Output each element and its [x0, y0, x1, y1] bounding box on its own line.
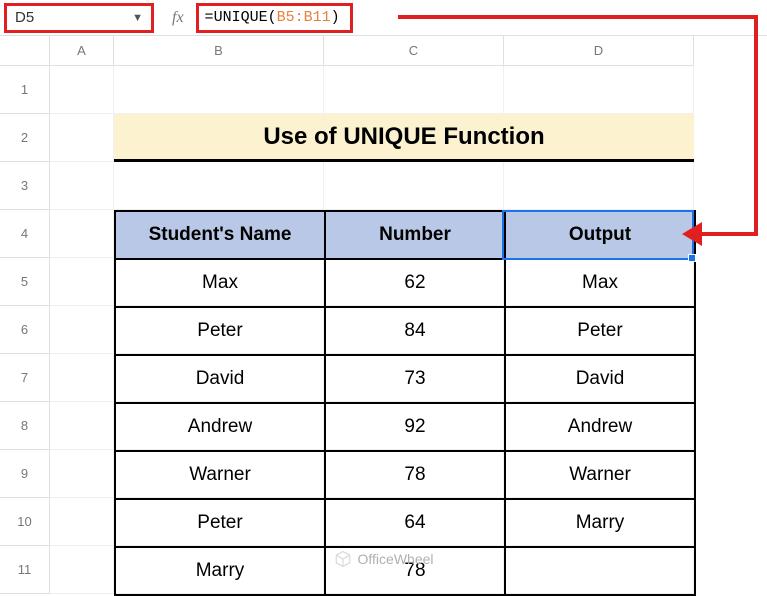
cell-name[interactable]: Marry: [115, 547, 325, 595]
cell-output[interactable]: David: [505, 355, 695, 403]
cell-output[interactable]: Marry: [505, 499, 695, 547]
cell-number[interactable]: 84: [325, 307, 505, 355]
cell-output[interactable]: Andrew: [505, 403, 695, 451]
table-row: Peter 84 Peter: [115, 307, 695, 355]
row-header-5[interactable]: 5: [0, 258, 50, 306]
table-row: Peter 64 Marry: [115, 499, 695, 547]
row-header-9[interactable]: 9: [0, 450, 50, 498]
cell-grid-background[interactable]: Use of UNIQUE Function Student's Name Nu…: [50, 66, 767, 594]
column-headers: A B C D: [50, 36, 767, 66]
col-header-d[interactable]: D: [504, 36, 694, 66]
page-title: Use of UNIQUE Function: [114, 114, 694, 162]
col-header-c[interactable]: C: [324, 36, 504, 66]
cell-name[interactable]: Max: [115, 259, 325, 307]
cell-name[interactable]: Andrew: [115, 403, 325, 451]
table-row: David 73 David: [115, 355, 695, 403]
cell-output[interactable]: Max: [505, 259, 695, 307]
cell-output[interactable]: Warner: [505, 451, 695, 499]
logo-icon: [334, 550, 352, 568]
watermark: OfficeWheel: [334, 550, 434, 568]
header-output[interactable]: Output: [505, 211, 695, 259]
table-header-row: Student's Name Number Output: [115, 211, 695, 259]
annotation-line: [398, 15, 758, 19]
content-area: Use of UNIQUE Function Student's Name Nu…: [114, 114, 696, 596]
cell-output[interactable]: Peter: [505, 307, 695, 355]
formula-close-paren: ): [331, 9, 340, 26]
annotation-line: [754, 15, 758, 235]
cell-name[interactable]: Peter: [115, 499, 325, 547]
name-box[interactable]: D5 ▼: [4, 3, 154, 33]
cell-name[interactable]: Warner: [115, 451, 325, 499]
table-row: Warner 78 Warner: [115, 451, 695, 499]
formula-fn: UNIQUE: [214, 9, 268, 26]
header-number[interactable]: Number: [325, 211, 505, 259]
cell-reference: D5: [15, 9, 34, 26]
row-header-4[interactable]: 4: [0, 210, 50, 258]
spreadsheet: 1 2 3 4 5 6 7 8 9 10 11 A B C D: [0, 36, 767, 580]
row-header-8[interactable]: 8: [0, 402, 50, 450]
table-row: Max 62 Max: [115, 259, 695, 307]
row-header-7[interactable]: 7: [0, 354, 50, 402]
formula-open-paren: (: [268, 9, 277, 26]
row-header-2[interactable]: 2: [0, 114, 50, 162]
cell-number[interactable]: 78: [325, 451, 505, 499]
col-header-b[interactable]: B: [114, 36, 324, 66]
header-name[interactable]: Student's Name: [115, 211, 325, 259]
row-headers: 1 2 3 4 5 6 7 8 9 10 11: [0, 36, 50, 580]
annotation-arrow-icon: [682, 222, 702, 246]
annotation-line: [700, 232, 758, 236]
cell-number[interactable]: 64: [325, 499, 505, 547]
grid: A B C D Use of UNIQUE Function: [50, 36, 767, 580]
row-header-10[interactable]: 10: [0, 498, 50, 546]
select-all-corner[interactable]: [0, 36, 50, 66]
fx-icon: fx: [172, 9, 184, 27]
row-header-3[interactable]: 3: [0, 162, 50, 210]
row-header-6[interactable]: 6: [0, 306, 50, 354]
cell-name[interactable]: David: [115, 355, 325, 403]
data-table: Student's Name Number Output Max 62 Max …: [114, 210, 696, 596]
cell-number[interactable]: 62: [325, 259, 505, 307]
formula-range: B5:B11: [277, 9, 331, 26]
name-box-dropdown-icon[interactable]: ▼: [132, 12, 143, 24]
row-header-1[interactable]: 1: [0, 66, 50, 114]
cell-number[interactable]: 73: [325, 355, 505, 403]
watermark-text: OfficeWheel: [358, 551, 434, 567]
cell-name[interactable]: Peter: [115, 307, 325, 355]
cell-number[interactable]: 92: [325, 403, 505, 451]
formula-eq: =: [205, 9, 214, 26]
row-header-11[interactable]: 11: [0, 546, 50, 594]
cell-output[interactable]: [505, 547, 695, 595]
col-header-a[interactable]: A: [50, 36, 114, 66]
formula-input[interactable]: =UNIQUE(B5:B11): [196, 3, 353, 33]
table-row: Andrew 92 Andrew: [115, 403, 695, 451]
